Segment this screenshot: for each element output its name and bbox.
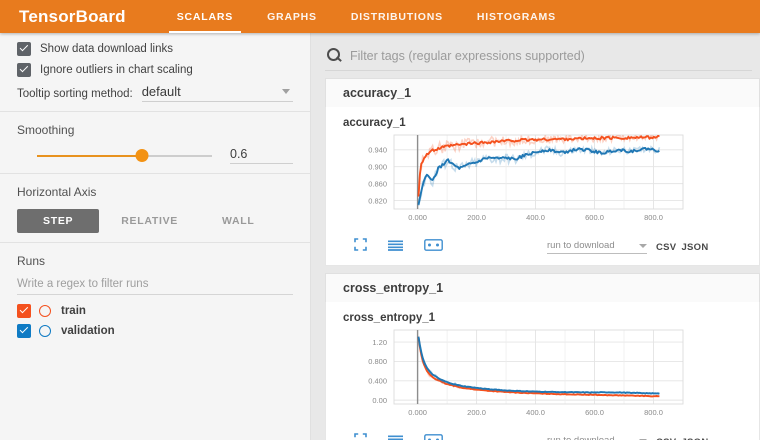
chart-plot-cross-entropy[interactable]: 1.20 0.800 0.400 0.00 0.000 200.0 400.0 600.0 80…	[326, 326, 759, 430]
download-links: CSV JSON	[656, 437, 714, 440]
divider	[0, 173, 310, 174]
chart-toolbar-accuracy: run to download CSV JSON	[326, 235, 759, 265]
tooltip-sorting-label: Tooltip sorting method:	[17, 88, 133, 100]
option-show-download-links[interactable]: Show data download links	[17, 42, 293, 56]
chart-title-accuracy: accuracy_1	[343, 117, 406, 129]
svg-text:0.000: 0.000	[408, 213, 427, 222]
svg-text:0.900: 0.900	[368, 163, 387, 172]
download-json-link[interactable]: JSON	[681, 437, 708, 440]
main-tabs: SCALARS GRAPHS DISTRIBUTIONS HISTOGRAMS	[160, 0, 573, 33]
fit-domain-icon[interactable]	[424, 433, 443, 440]
svg-text:0.820: 0.820	[368, 196, 387, 205]
card-header-cross-entropy[interactable]: cross_entropy_1	[325, 273, 760, 302]
download-select-label: run to download	[547, 240, 615, 251]
search-icon	[327, 48, 342, 63]
run-item-train[interactable]: train	[17, 304, 293, 318]
card-body-accuracy: accuracy_1 0.940 0.900 0.860 0.820 0.000 200.…	[325, 107, 760, 266]
tab-distributions[interactable]: DISTRIBUTIONS	[350, 10, 443, 23]
option-label: Show data download links	[40, 43, 173, 55]
chevron-down-icon	[639, 438, 647, 440]
checkbox-icon[interactable]	[17, 63, 31, 77]
tab-scalars[interactable]: SCALARS	[160, 0, 250, 33]
svg-text:0.00: 0.00	[372, 396, 387, 405]
option-label: Ignore outliers in chart scaling	[40, 64, 193, 76]
download-select-label: run to download	[547, 435, 615, 440]
tag-filter-row[interactable]: Filter tags (regular expressions support…	[325, 41, 752, 71]
divider	[0, 111, 310, 112]
chart-plot-accuracy[interactable]: 0.940 0.900 0.860 0.820 0.000 200.0 400.0 600.0…	[326, 131, 759, 235]
svg-text:200.0: 200.0	[467, 213, 486, 222]
download-links: CSV JSON	[656, 242, 714, 253]
runs-title: Runs	[17, 254, 46, 268]
svg-text:800.0: 800.0	[644, 213, 663, 222]
checkbox-icon[interactable]	[17, 324, 31, 338]
svg-text:600.0: 600.0	[585, 408, 604, 417]
horizontal-axis-title: Horizontal Axis	[17, 185, 97, 199]
runs-filter-input[interactable]: Write a regex to filter runs	[17, 278, 293, 295]
svg-text:0.800: 0.800	[368, 357, 387, 366]
run-label: validation	[61, 325, 115, 337]
chevron-down-icon	[639, 243, 647, 248]
app-brand: TensorBoard	[19, 6, 126, 26]
tooltip-sorting-row: Tooltip sorting method: default	[17, 84, 293, 102]
smoothing-slider[interactable]	[37, 149, 212, 163]
search-input[interactable]: Filter tags (regular expressions support…	[350, 48, 585, 63]
content-panel: Filter tags (regular expressions support…	[311, 33, 760, 440]
download-run-select[interactable]: run to download	[547, 240, 647, 254]
tab-graphs[interactable]: GRAPHS	[267, 10, 317, 23]
svg-text:1.20: 1.20	[372, 338, 387, 347]
horizontal-axis-buttons: STEP RELATIVE WALL	[17, 209, 293, 233]
axis-button-step[interactable]: STEP	[17, 209, 100, 233]
chevron-down-icon	[282, 89, 290, 94]
smoothing-title: Smoothing	[17, 123, 75, 137]
run-label: train	[61, 305, 86, 317]
divider	[0, 242, 310, 243]
axis-button-wall[interactable]: WALL	[221, 215, 255, 227]
download-csv-link[interactable]: CSV	[656, 241, 677, 253]
download-json-link[interactable]: JSON	[681, 241, 709, 253]
tab-histograms[interactable]: HISTOGRAMS	[476, 10, 556, 23]
download-run-select[interactable]: run to download	[547, 435, 647, 440]
svg-text:600.0: 600.0	[585, 213, 604, 222]
run-color-circle-icon	[39, 325, 51, 337]
smoothing-row: 0.6	[17, 147, 293, 164]
slider-thumb[interactable]	[135, 149, 149, 162]
chart-svg-accuracy: 0.940 0.900 0.860 0.820 0.000 200.0 400.0 600.0…	[368, 134, 684, 222]
sidebar-options-section: Show data download links Ignore outliers…	[0, 42, 310, 102]
data-series-icon[interactable]	[388, 433, 403, 440]
data-series-icon[interactable]	[388, 238, 403, 256]
checkbox-icon[interactable]	[17, 304, 31, 318]
svg-text:0.860: 0.860	[368, 179, 387, 188]
runs-section: Runs Write a regex to filter runs train …	[0, 254, 310, 338]
svg-text:200.0: 200.0	[467, 408, 486, 417]
card-header-accuracy[interactable]: accuracy_1	[325, 78, 760, 107]
chart-toolbar-cross-entropy: run to download CSV JSON	[326, 430, 759, 440]
svg-text:800.0: 800.0	[644, 408, 663, 417]
run-color-circle-icon	[39, 305, 51, 317]
svg-text:0.940: 0.940	[368, 146, 387, 155]
download-csv-link[interactable]: CSV	[656, 437, 676, 440]
app-header: TensorBoard SCALARS GRAPHS DISTRIBUTIONS…	[0, 0, 760, 33]
smoothing-value-input[interactable]: 0.6	[230, 147, 293, 164]
smoothing-section: Smoothing 0.6	[0, 123, 310, 164]
card-body-cross-entropy: cross_entropy_1 1.20 0.800 0.400 0.00 0.000 2…	[325, 302, 760, 440]
svg-text:0.400: 0.400	[368, 377, 387, 386]
expand-chart-icon[interactable]	[354, 238, 367, 256]
fit-domain-icon[interactable]	[424, 238, 443, 256]
expand-chart-icon[interactable]	[354, 433, 367, 440]
sidebar: Show data download links Ignore outliers…	[0, 33, 311, 440]
slider-track-fill	[37, 154, 142, 157]
chart-svg-cross-entropy: 1.20 0.800 0.400 0.00 0.000 200.0 400.0 600.0 80…	[368, 329, 684, 417]
checkbox-icon[interactable]	[17, 42, 31, 56]
chart-title-cross-entropy: cross_entropy_1	[343, 312, 436, 324]
svg-text:0.000: 0.000	[408, 408, 427, 417]
option-ignore-outliers[interactable]: Ignore outliers in chart scaling	[17, 63, 293, 77]
svg-text:400.0: 400.0	[526, 408, 545, 417]
tooltip-sorting-select[interactable]: default	[141, 84, 293, 102]
svg-text:400.0: 400.0	[526, 213, 545, 222]
horizontal-axis-section: Horizontal Axis STEP RELATIVE WALL	[0, 185, 310, 233]
run-item-validation[interactable]: validation	[17, 324, 293, 338]
axis-button-relative[interactable]: RELATIVE	[121, 215, 178, 227]
tooltip-sorting-value: default	[141, 84, 181, 99]
